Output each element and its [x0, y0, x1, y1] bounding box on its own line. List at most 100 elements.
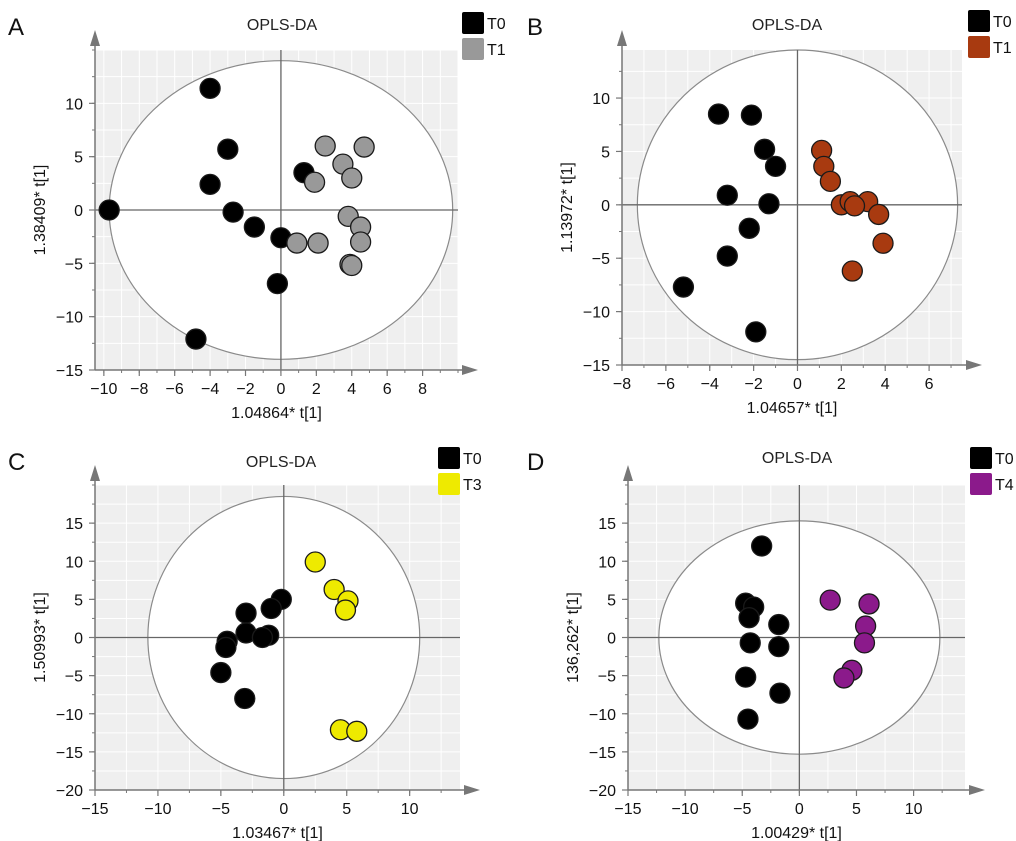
data-point-t0 [716, 245, 738, 267]
y-tick-label: −10 [589, 707, 616, 724]
x-tick-label: −10 [144, 801, 171, 818]
data-point-t0 [98, 199, 120, 221]
x-tick-label: 6 [383, 381, 392, 398]
y-tick-label: −15 [589, 745, 616, 762]
panel-a: −10 −8 −6 −4 −2 0 2 4 6 8 −15 −10 −5 0 5 10 1.04864* t[1… [0, 0, 508, 422]
data-point-t0 [266, 272, 289, 295]
data-point-t1 [353, 136, 375, 158]
legend-label-t1: T1 [993, 40, 1012, 57]
data-point-t1 [819, 170, 842, 192]
y-tick-label: 10 [598, 554, 616, 571]
data-point-t0 [753, 138, 776, 160]
y-tick-label: 5 [74, 592, 83, 609]
y-tick-label: −10 [583, 305, 610, 322]
legend-swatch-t1 [968, 36, 990, 58]
x-axis-arrow [462, 365, 478, 375]
data-point-t0 [740, 104, 763, 126]
y-tick-label: −5 [65, 256, 83, 273]
data-point-t1 [841, 260, 863, 282]
data-point-t4 [833, 667, 855, 689]
y-axis-arrow [617, 30, 627, 46]
x-tick-label: −2 [236, 381, 254, 398]
panel-c: −15 −10 −5 0 5 10 −20 −15 −10 −5 0 5 10 15 1.03467* t[… [8, 447, 482, 841]
series-t0 [210, 588, 292, 710]
x-tick-label: −10 [672, 801, 699, 818]
series-t3 [304, 551, 368, 742]
data-point-t3 [304, 551, 326, 573]
series-t4 [819, 589, 880, 689]
data-point-t0 [199, 173, 221, 196]
x-tick-label: 8 [418, 381, 427, 398]
scatter-plot-a: −10 −8 −6 −4 −2 0 2 4 6 8 −15 −10 −5 0 5 10 1.04864* t[1… [8, 12, 506, 422]
y-tick-label: 0 [607, 631, 616, 648]
y-tick-label: −10 [56, 310, 83, 327]
y-tick-label: −15 [56, 745, 83, 762]
legend-label-t4: T4 [995, 477, 1014, 494]
x-axis-label: 1.00429* t[1] [751, 825, 842, 841]
data-point-t0 [251, 626, 274, 649]
x-axis-label: 1.03467* t[1] [232, 825, 323, 841]
data-point-t1 [303, 171, 326, 193]
x-tick-label: −4 [201, 381, 219, 398]
data-point-t0 [672, 276, 695, 298]
y-tick-label: 15 [65, 516, 83, 533]
data-point-t0 [260, 597, 282, 620]
chart-title: OPLS-DA [247, 17, 318, 34]
data-point-t0 [738, 217, 760, 239]
data-point-t0 [745, 321, 767, 343]
y-tick-label: 0 [74, 631, 83, 648]
data-point-t1 [286, 232, 308, 254]
y-axis-label: 136,262* t[1] [565, 592, 582, 683]
y-tick-label: 5 [607, 592, 616, 609]
data-point-t1 [341, 167, 363, 189]
panel-b: −8 −6 −4 −2 0 2 4 6 −15 −10 −5 0 5 10 1.04657* t[1] 1.1… [0, 0, 1016, 420]
x-tick-label: 10 [905, 801, 923, 818]
x-tick-label: 0 [793, 376, 802, 393]
legend-label-t3: T3 [463, 477, 482, 494]
chart-title: OPLS-DA [246, 454, 317, 471]
data-point-t1 [314, 135, 336, 157]
x-tick-label: 0 [279, 801, 288, 818]
data-point-t0 [758, 193, 780, 215]
x-axis-arrow [464, 785, 480, 795]
legend-swatch-t0 [438, 447, 460, 469]
x-tick-label: −15 [614, 801, 641, 818]
data-point-t3 [323, 578, 345, 601]
x-tick-label: −15 [81, 801, 108, 818]
data-point-t1 [341, 254, 363, 277]
legend-label-t0: T0 [995, 451, 1014, 468]
y-tick-label: −20 [589, 783, 616, 800]
data-point-t0 [199, 77, 221, 100]
y-axis-label: 1.38409* t[1] [32, 165, 49, 256]
y-tick-label: 5 [74, 150, 83, 167]
x-tick-label: 2 [837, 376, 846, 393]
data-point-t0 [185, 328, 207, 350]
data-point-t0 [716, 184, 738, 206]
y-tick-label: 0 [601, 198, 610, 215]
panel-letter: B [527, 14, 543, 41]
panel-letter: D [527, 449, 544, 476]
series-t1 [810, 139, 894, 282]
x-tick-label: 0 [276, 381, 285, 398]
x-axis-label: 1.04657* t[1] [747, 400, 838, 417]
data-point-t0 [210, 661, 232, 684]
data-point-t1 [307, 232, 329, 254]
data-point-t0 [768, 636, 790, 658]
data-point-t1 [872, 232, 894, 254]
x-tick-label: 2 [312, 381, 321, 398]
legend-swatch-t0 [462, 12, 484, 34]
y-tick-label: −20 [56, 783, 83, 800]
x-tick-label: −2 [744, 376, 762, 393]
y-tick-label: −15 [583, 358, 610, 375]
legend-swatch-t0 [970, 447, 992, 469]
data-point-t1 [843, 195, 866, 217]
x-tick-label: −4 [701, 376, 719, 393]
y-tick-label: 0 [74, 203, 83, 220]
data-point-t0 [735, 666, 757, 688]
data-point-t4 [853, 632, 876, 654]
y-tick-label: −15 [56, 363, 83, 380]
data-point-t0 [243, 216, 266, 238]
x-tick-label: 6 [925, 376, 934, 393]
